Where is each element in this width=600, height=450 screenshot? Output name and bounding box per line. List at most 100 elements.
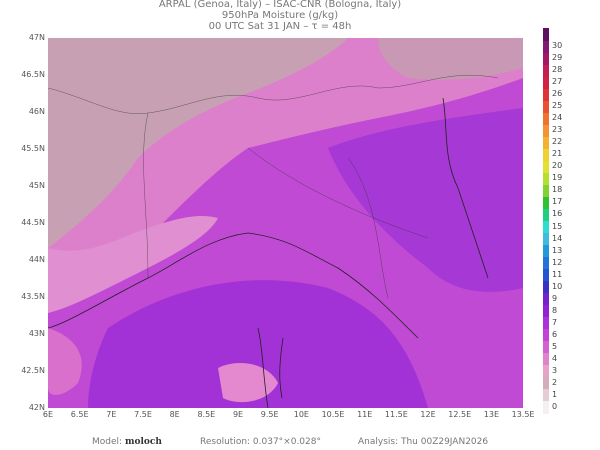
lon-label: 12.5E (448, 410, 472, 419)
lon-label: 7.5E (134, 410, 152, 419)
field-pink-west (48, 216, 218, 313)
borders (48, 75, 499, 299)
coastlines (48, 97, 489, 408)
colorbar-swatch (543, 352, 549, 366)
lon-label: 10.5E (321, 410, 345, 419)
colorbar-label: 20 (552, 161, 563, 171)
colorbar-label: 22 (552, 137, 563, 147)
lon-label: 11.5E (384, 410, 408, 419)
lat-label: 45N (28, 181, 45, 190)
footer-analysis: Analysis: Thu 00Z29JAN2026 (358, 437, 489, 447)
lat-label: 46.5N (21, 70, 45, 79)
lon-label: 6E (42, 410, 54, 419)
colorbar-swatch (543, 184, 549, 197)
colorbar-label: 0 (552, 401, 558, 411)
colorbar-label: 19 (552, 173, 563, 183)
colorbar-label: 13 (552, 245, 563, 255)
colorbar-label: 10 (552, 281, 563, 291)
colorbar-label: 27 (552, 77, 563, 87)
field-pink-patch (218, 363, 278, 403)
colorbar-label: 24 (552, 113, 563, 123)
colorbar-swatch (543, 124, 549, 137)
colorbar-swatch (543, 148, 549, 161)
colorbar-swatch (543, 88, 549, 101)
lat-label: 42N (28, 403, 45, 412)
colorbar-label: 5 (552, 341, 558, 351)
lon-label: 8.5E (197, 410, 216, 419)
colorbar-swatch (543, 244, 549, 258)
colorbar-swatch (543, 52, 549, 65)
model-label: Model: (92, 437, 123, 447)
colorbar-label: 2 (552, 377, 558, 387)
colorbar-swatch (543, 364, 549, 378)
colorbar-label: 17 (552, 197, 563, 207)
colorbar-swatch (543, 112, 549, 125)
colorbar-swatch (543, 388, 549, 402)
colorbar-swatch (543, 376, 549, 390)
colorbar-label: 25 (552, 101, 563, 111)
colorbar-label: 18 (552, 185, 563, 195)
colorbar-swatch (543, 40, 549, 53)
lat-label: 44N (28, 255, 45, 264)
colorbar-label: 14 (552, 233, 563, 243)
colorbar-label: 28 (552, 65, 563, 75)
colorbar-swatch (543, 232, 549, 246)
colorbar-swatch (543, 76, 549, 89)
title-line-1: ARPAL (Genoa, Italy) – ISAC-CNR (Bologna… (158, 0, 402, 10)
colorbar-label: 16 (552, 209, 563, 219)
colorbar-swatch (543, 64, 549, 77)
lat-label: 46N (28, 107, 45, 116)
colorbar-label: 4 (552, 353, 558, 363)
lon-label: 9.5E (260, 410, 279, 419)
field-mauve-east (378, 38, 523, 80)
lon-label: 13.5E (511, 410, 535, 419)
colorbar-label: 26 (552, 89, 563, 99)
colorbar-label: 9 (552, 293, 558, 303)
colorbar-swatch (543, 172, 549, 185)
lon-label: 9E (232, 410, 244, 419)
field-pink-patch-2 (48, 328, 82, 395)
footer-model: Model: moloch (92, 437, 162, 447)
title-line-3: 00 UTC Sat 31 JAN – τ = 48h (208, 21, 352, 32)
colorbar-label: 6 (552, 329, 558, 339)
colorbar-label: 7 (552, 317, 558, 327)
colorbar-swatch (543, 340, 549, 354)
lon-label: 12E (420, 410, 436, 419)
field-purple-sea (88, 280, 428, 408)
colorbar-swatch (543, 220, 549, 234)
field-purple (328, 108, 523, 292)
colorbar-label: 3 (552, 365, 558, 375)
colorbar-swatch (543, 400, 549, 414)
colorbar-swatch (543, 328, 549, 342)
moisture-map (48, 38, 523, 408)
colorbar-swatch (543, 292, 549, 306)
colorbar-swatch (543, 28, 549, 41)
colorbar-swatch (543, 160, 549, 173)
model-name: moloch (124, 437, 162, 447)
lat-label: 44.5N (21, 218, 45, 227)
colorbar-label: 29 (552, 53, 563, 63)
colorbar-label: 1 (552, 389, 558, 399)
title-line-2: 950hPa Moisture (g/kg) (221, 10, 339, 21)
lat-label: 43.5N (21, 292, 45, 301)
colorbar-swatch (543, 208, 549, 221)
lon-label: 6.5E (70, 410, 89, 419)
field-mauve (48, 38, 348, 248)
colorbar-label: 8 (552, 305, 558, 315)
colorbar-swatch (543, 280, 549, 294)
lat-label: 45.5N (21, 144, 45, 153)
lat-label: 43N (28, 329, 45, 338)
lon-label: 10E (293, 410, 309, 419)
colorbar-swatch (543, 136, 549, 149)
colorbar-swatch (543, 256, 549, 270)
colorbar-label: 12 (552, 257, 563, 267)
colorbar-label: 21 (552, 149, 563, 159)
colorbar-swatch (543, 196, 549, 209)
lon-label: 7E (106, 410, 117, 419)
lat-label: 42.5N (21, 366, 45, 375)
lon-label: 11E (357, 410, 373, 419)
colorbar-swatch (543, 100, 549, 113)
colorbar-label: 30 (552, 41, 563, 51)
footer-resolution: Resolution: 0.037°×0.028° (200, 437, 321, 447)
colorbar-label: 11 (552, 269, 563, 279)
